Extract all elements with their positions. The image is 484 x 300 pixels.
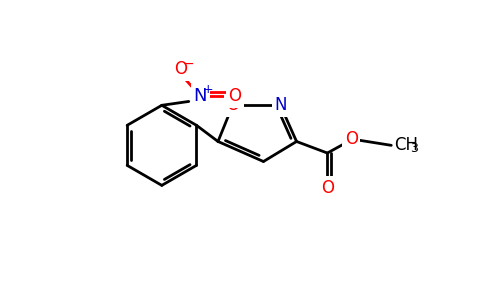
Text: O: O — [175, 60, 188, 78]
Text: O: O — [321, 179, 334, 197]
Text: +: + — [203, 83, 213, 96]
Text: O: O — [228, 87, 242, 105]
Text: CH: CH — [394, 136, 418, 154]
Text: 3: 3 — [410, 142, 418, 155]
Text: −: − — [183, 57, 195, 71]
Text: O: O — [345, 130, 358, 148]
Text: N: N — [274, 96, 287, 114]
Text: N: N — [194, 87, 207, 105]
Text: O: O — [226, 96, 239, 114]
